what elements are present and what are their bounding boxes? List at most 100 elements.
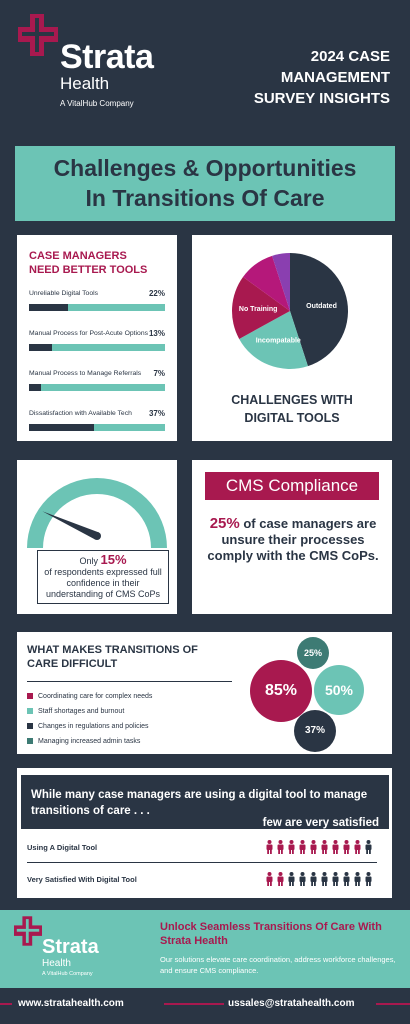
brand-name: Strata [60, 38, 154, 76]
email-link[interactable]: ussales@stratahealth.com [228, 998, 355, 1009]
gauge-text: Only [79, 556, 98, 566]
brand-tagline: A VitalHub Company [60, 99, 134, 108]
difficult-title-line: WHAT MAKES TRANSITIONS OF [27, 644, 198, 656]
pie-title-line: CHALLENGES WITH [231, 393, 353, 407]
tool-row: Manual Process for Post-Acute Options 13% [29, 321, 165, 357]
tool-row: Unreliable Digital Tools 22% [29, 281, 165, 317]
difficult-panel: WHAT MAKES TRANSITIONS OF CARE DIFFICULT… [17, 632, 392, 754]
gauge-value: 15% [100, 552, 127, 567]
banner-line: Challenges & Opportunities [53, 155, 357, 181]
tool-pct: 7% [153, 369, 165, 378]
survey-line: MANAGEMENT [280, 69, 390, 86]
website-link[interactable]: www.stratahealth.com [18, 998, 124, 1009]
footer: Strata Health A VitalHub Company Unlock … [0, 910, 410, 988]
person-icon [321, 872, 328, 886]
footer-brand-sub: Health [42, 958, 71, 969]
pie-title: CHALLENGES WITH DIGITAL TOOLS [192, 391, 392, 427]
difficult-item: Staff shortages and burnout [27, 708, 124, 715]
person-icon [299, 840, 306, 854]
satisfaction-row-label: Using A Digital Tool [27, 843, 98, 852]
tool-bar [29, 384, 165, 391]
tool-label: Manual Process to Manage Referrals [29, 370, 142, 377]
person-icon [343, 840, 350, 854]
footer-heading: Unlock Seamless Transitions Of Care With… [160, 921, 382, 947]
tools-list: Unreliable Digital Tools 22% Manual Proces… [29, 281, 165, 437]
satisfaction-row-label: Very Satisfied With Digital Tool [27, 875, 137, 884]
person-icon [332, 872, 339, 886]
bubble-37: 37% [294, 710, 336, 752]
survey-line: SURVEY INSIGHTS [253, 90, 390, 107]
gauge-panel: Only 15% of respondents expressed full c… [17, 460, 177, 614]
satisfaction-line: few are very satisfied [262, 817, 379, 829]
person-icon [277, 840, 284, 854]
pie-slice [232, 276, 290, 339]
bullet-icon [27, 693, 33, 699]
survey-line: 2024 CASE [310, 48, 390, 65]
banner-line: In Transitions Of Care [85, 185, 325, 211]
pie-slice-label: Incompatable [256, 338, 301, 345]
tool-row: Dissatisfaction with Available Tech 37% [29, 401, 165, 437]
pie-slice [272, 253, 290, 311]
pie-chart: Outdated Incompatable No Training [232, 253, 348, 369]
difficult-label: Coordinating care for complex needs [38, 693, 153, 700]
satisfaction-line: While many case managers are using a dig… [31, 789, 368, 817]
tool-bar-fill [29, 304, 68, 311]
pie-slice [243, 255, 290, 311]
cms-panel: CMS Compliance 25% of case managers are … [192, 460, 392, 614]
footer-body: Our solutions elevate care coordination,… [160, 955, 396, 975]
cms-body: of case managers are unsure their proces… [207, 516, 379, 563]
divider [164, 1003, 224, 1005]
pie-title-line: DIGITAL TOOLS [244, 411, 340, 425]
tool-pct: 22% [148, 289, 165, 298]
strata-logo-icon [14, 916, 42, 946]
tool-bar [29, 344, 165, 351]
bullet-icon [27, 708, 33, 714]
gauge-hub [93, 532, 101, 540]
gauge-caption: Only 15% of respondents expressed full c… [37, 550, 169, 604]
pie-slice-label: No Training [239, 306, 278, 313]
divider [376, 1003, 410, 1005]
satisfaction-header: While many case managers are using a dig… [21, 775, 389, 829]
difficult-label: Staff shortages and burnout [38, 708, 125, 715]
main-banner: Challenges & Opportunities In Transition… [15, 146, 395, 221]
person-icon [343, 872, 350, 886]
satisfaction-panel: While many case managers are using a dig… [17, 768, 392, 898]
person-icon [354, 840, 361, 854]
person-icon [332, 840, 339, 854]
tool-bar-fill [29, 424, 95, 431]
tool-label: Dissatisfaction with Available Tech [29, 410, 132, 417]
difficult-label: Changes in regulations and policies [38, 723, 149, 730]
difficult-item: Managing increased admin tasks [27, 738, 140, 745]
person-icon [310, 872, 317, 886]
tool-bar-fill [29, 344, 52, 351]
strata-logo-icon [18, 14, 58, 56]
person-icon [288, 872, 295, 886]
person-icon [266, 872, 273, 886]
gauge-dial [27, 478, 167, 548]
bubble-50: 50% [314, 665, 364, 715]
difficult-item: Changes in regulations and policies [27, 723, 149, 730]
person-icon [266, 840, 273, 854]
tool-pct: 13% [148, 329, 165, 338]
survey-title: 2024 CASE MANAGEMENT SURVEY INSIGHTS [220, 46, 390, 109]
pie-slice-label: Outdated [306, 303, 337, 310]
tool-label: Unreliable Digital Tools [29, 290, 99, 297]
person-icon [277, 872, 284, 886]
gauge-text: of respondents expressed full confidence… [44, 567, 162, 599]
divider [27, 681, 232, 682]
tool-row: Manual Process to Manage Referrals 7% [29, 361, 165, 397]
person-icon [310, 840, 317, 854]
person-icon [365, 872, 372, 886]
person-icon [365, 840, 372, 854]
footer-brand: Strata [42, 936, 99, 958]
pie-slice [290, 253, 348, 367]
pie-panel: Outdated Incompatable No Training CHALLENG… [192, 235, 392, 441]
difficult-title-line: CARE DIFFICULT [27, 658, 118, 670]
footer-tagline: A VitalHub Company [42, 971, 93, 977]
person-icon [354, 872, 361, 886]
cms-heading: CMS Compliance [205, 472, 379, 500]
bullet-icon [27, 738, 33, 744]
bullet-icon [27, 723, 33, 729]
tool-pct: 37% [148, 409, 165, 418]
tool-bar [29, 424, 165, 431]
